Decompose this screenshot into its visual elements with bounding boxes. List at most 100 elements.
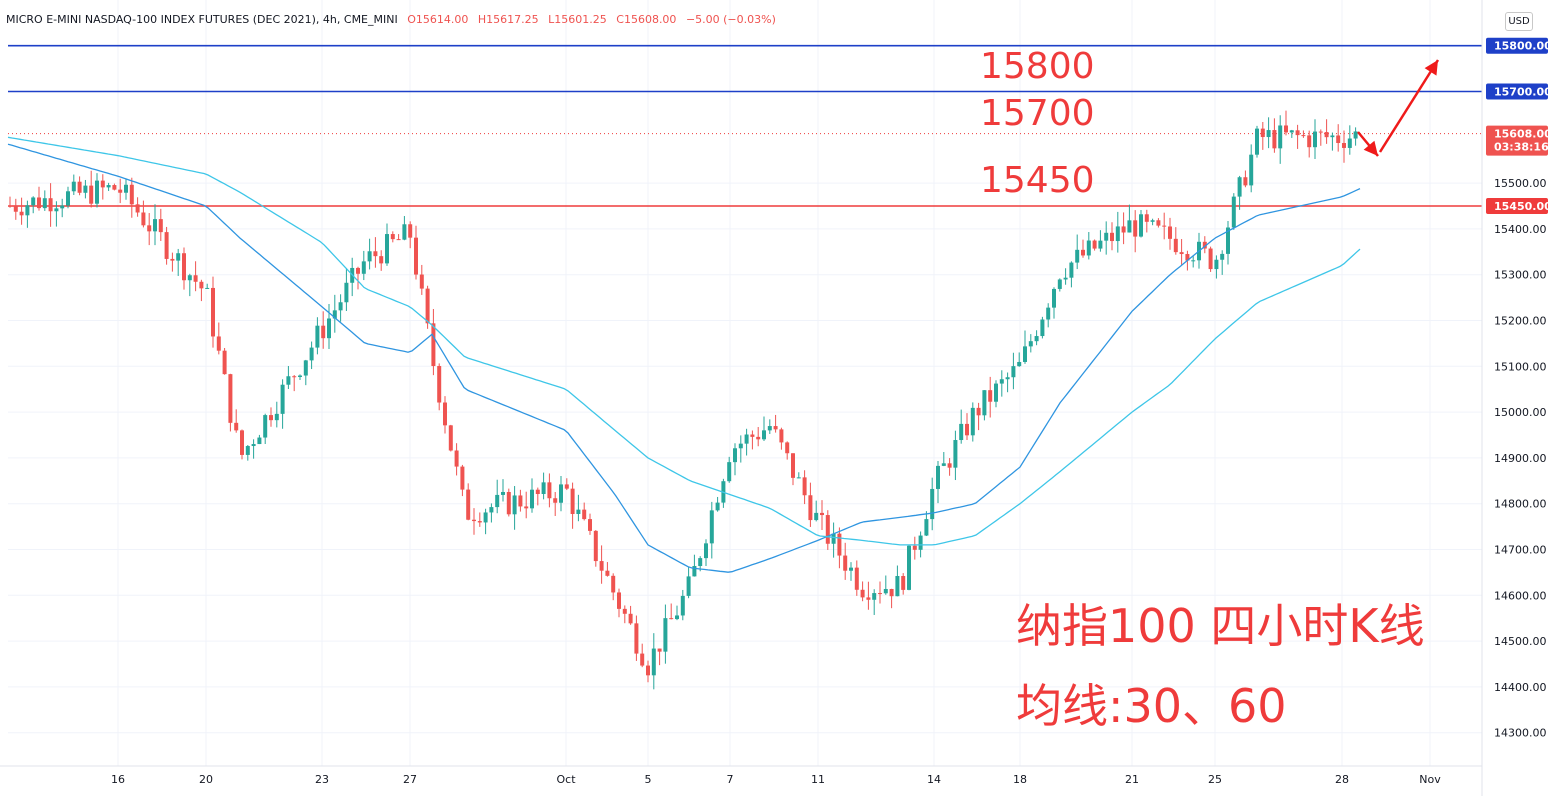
candle-body (396, 239, 401, 241)
candle-body (808, 495, 813, 521)
price-tick-label: 15500.00 (1494, 177, 1547, 190)
time-tick-label: 27 (403, 773, 417, 786)
candle-body (825, 515, 830, 544)
time-tick-label: 20 (199, 773, 213, 786)
candle-body (42, 198, 47, 209)
candle-body (965, 423, 969, 436)
candle-body (13, 205, 18, 212)
time-tick-label: 18 (1013, 773, 1027, 786)
candle-body (1023, 346, 1027, 362)
candle-body (25, 205, 30, 216)
candle-body (274, 413, 279, 421)
candle-body (907, 545, 911, 590)
candle-body (576, 509, 581, 514)
down-arrow-head (1363, 140, 1378, 156)
candle-body (228, 374, 233, 423)
candle-body (1220, 253, 1225, 260)
candle-body (1133, 220, 1138, 237)
chart-grid (8, 0, 1482, 766)
candle-body (48, 198, 53, 212)
candle-body (1266, 130, 1271, 138)
candle-body (1226, 227, 1230, 254)
time-tick-label: 28 (1335, 773, 1349, 786)
price-tag-15700 (1486, 83, 1548, 100)
candle-body (153, 219, 157, 232)
candle-body (135, 204, 140, 213)
price-tick-label: 14900.00 (1494, 452, 1547, 465)
candle-body (1034, 336, 1039, 342)
candle-body (541, 482, 546, 495)
candle-body (959, 423, 964, 441)
candle-body (1249, 154, 1254, 186)
candle-body (872, 593, 877, 600)
candlesticks (8, 110, 1358, 690)
candle-body (1075, 249, 1080, 263)
price-tick-label: 14700.00 (1494, 544, 1547, 557)
candle-body (866, 597, 871, 600)
candle-body (1255, 128, 1259, 155)
candle-body (634, 623, 639, 654)
ma30-line (7, 143, 1361, 573)
candle-body (1121, 226, 1126, 233)
price-tick-label: 14800.00 (1494, 498, 1547, 511)
candle-body (292, 376, 297, 378)
candle-body (60, 205, 65, 209)
candle-body (1214, 259, 1219, 270)
candle-body (1330, 135, 1335, 138)
candle-body (501, 491, 505, 495)
candle-body (704, 543, 708, 559)
candle-body (216, 336, 221, 351)
candle-body (280, 384, 285, 414)
high-value: H15617.25 (477, 13, 539, 26)
candle-body (994, 383, 998, 402)
candle-body (83, 185, 88, 193)
candle-body (738, 443, 743, 449)
moving-averages (7, 136, 1361, 573)
candle-body (1057, 279, 1062, 289)
candle-body (1191, 260, 1196, 262)
candle-body (582, 509, 587, 520)
time-tick-label: Oct (556, 773, 576, 786)
up-arrow-head (1424, 60, 1438, 76)
candle-body (692, 566, 697, 577)
candle-body (611, 575, 616, 593)
candle-body (344, 282, 349, 303)
candle-body (1202, 241, 1207, 249)
annotation-title: 纳指100 四小时K线 (1016, 599, 1425, 653)
price-tick-label: 15000.00 (1494, 406, 1547, 419)
candle-body (477, 521, 482, 523)
candle-body (1342, 143, 1346, 148)
candle-body (367, 251, 372, 262)
symbol-header: MICRO E-MINI NASDAQ-100 INDEX FUTURES (D… (6, 13, 782, 26)
candle-body (327, 318, 331, 339)
price-tag-15450 (1486, 198, 1548, 214)
candle-body (663, 618, 668, 652)
candle-body (727, 462, 732, 482)
candle-body (547, 482, 552, 499)
candle-body (460, 466, 465, 490)
candle-body (512, 495, 517, 515)
candle-body (495, 494, 500, 508)
candle-body (733, 448, 737, 463)
candle-body (709, 510, 714, 544)
candle-body (1208, 248, 1213, 270)
candle-body (379, 256, 384, 264)
candle-body (1231, 196, 1236, 228)
candle-body (1104, 232, 1109, 241)
candle-body (118, 189, 123, 193)
candle-body (77, 181, 82, 193)
candle-body (854, 567, 859, 590)
candle-body (831, 533, 836, 544)
candle-body (1040, 319, 1045, 337)
currency-button[interactable]: USD (1505, 12, 1533, 31)
candle-body (1046, 307, 1051, 320)
symbol-title: MICRO E-MINI NASDAQ-100 INDEX FUTURES (D… (6, 13, 398, 26)
candle-body (750, 434, 755, 437)
candle-body (95, 180, 99, 204)
candle-body (1052, 288, 1056, 308)
candle-body (605, 570, 610, 576)
candle-body (1086, 240, 1091, 256)
candle-body (1028, 341, 1033, 347)
time-tick-label: 7 (727, 773, 734, 786)
